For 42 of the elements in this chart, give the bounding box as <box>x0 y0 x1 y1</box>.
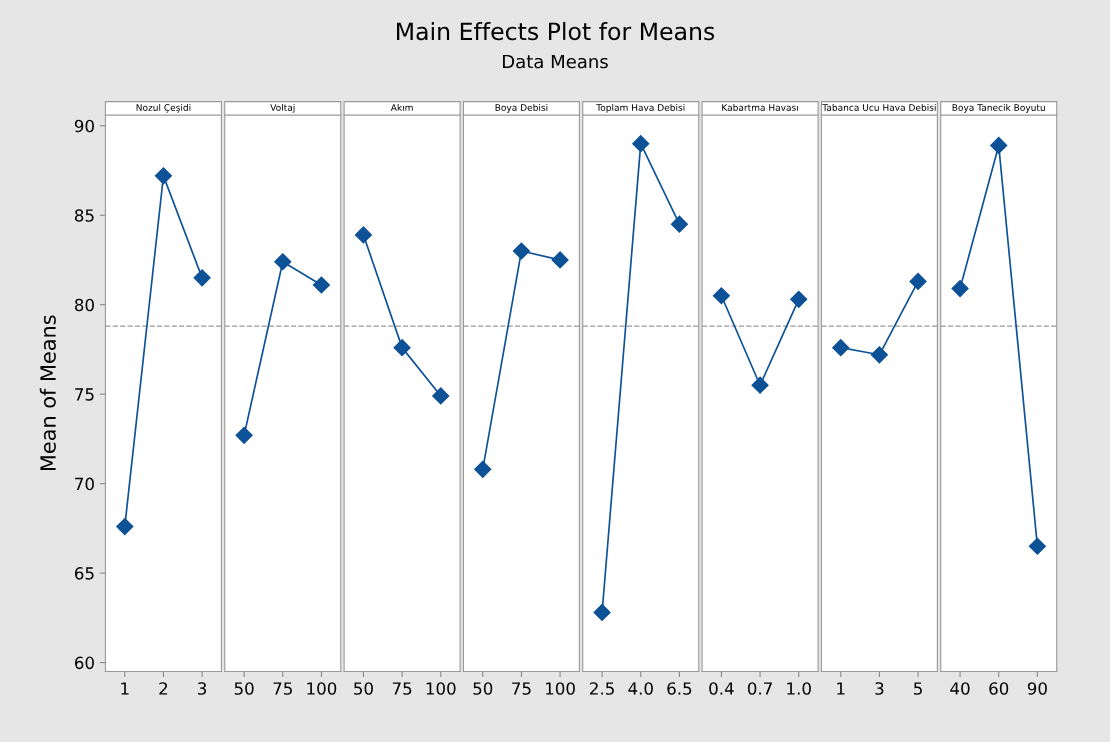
chart-title: Nozul Çeşidi <box>136 103 191 113</box>
y-tick-label: 80 <box>74 298 94 312</box>
x-tick-label: 75 <box>512 682 531 695</box>
x-tick-label: 4.0 <box>628 682 653 695</box>
x-tick-label: 1.0 <box>787 682 811 695</box>
y-tick-label: 85 <box>74 209 94 222</box>
y-axis-title: Mean of Means <box>39 315 56 471</box>
x-tick-label: 90 <box>1027 682 1047 695</box>
x-tick-label: 50 <box>354 682 373 695</box>
chart-title: Toplam Hava Debisi <box>596 103 685 113</box>
x-tick-label: 0.4 <box>709 682 734 695</box>
x-tick-label: 3 <box>875 682 884 695</box>
x-tick-label: 3 <box>198 682 207 695</box>
y-tick-label: 90 <box>74 119 94 133</box>
x-tick-label: 40 <box>950 682 970 695</box>
chart-title: Voltaj <box>270 103 295 113</box>
x-tick-label: 1 <box>837 682 845 695</box>
y-tick-label: 65 <box>74 567 94 580</box>
x-tick-label: 100 <box>426 682 456 695</box>
chart-title: Akım <box>390 103 413 111</box>
x-tick-label: 100 <box>546 682 575 695</box>
chart-title: Kabartma Havası <box>722 103 798 111</box>
x-tick-label: 50 <box>473 682 493 695</box>
chart-title: Boya Debisi <box>495 103 548 113</box>
chart-title: Boya Tanecik Boyutu <box>952 103 1045 113</box>
x-tick-label: 1 <box>121 682 129 695</box>
y-tick-label: 60 <box>74 656 94 670</box>
x-tick-label: 60 <box>989 682 1009 695</box>
x-tick-label: 75 <box>392 682 412 695</box>
x-tick-label: 6.5 <box>667 682 692 695</box>
x-tick-label: 2.5 <box>590 682 614 695</box>
text: Data Means <box>503 54 608 69</box>
x-tick-label: 2 <box>159 682 168 695</box>
x-tick-label: 5 <box>914 682 922 695</box>
y-tick-label: 70 <box>75 477 94 491</box>
text: Main Effects Plot for Means <box>397 21 715 41</box>
x-tick-label: 50 <box>234 682 254 695</box>
x-tick-label: 0.7 <box>747 682 772 695</box>
x-tick-label: 100 <box>307 682 337 695</box>
x-tick-label: 75 <box>273 682 292 695</box>
chart-title: Tabanca Ucu Hava Debisi <box>822 103 936 111</box>
y-tick-label: 75 <box>75 388 94 401</box>
